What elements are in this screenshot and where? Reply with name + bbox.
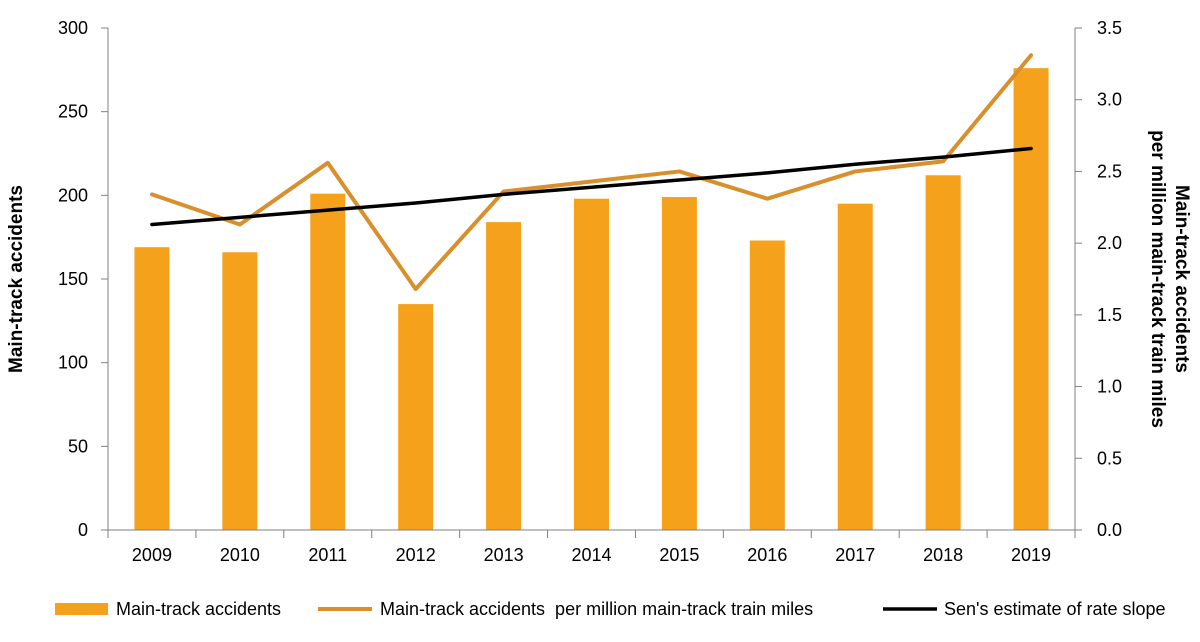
y-tick-label-left: 200 <box>58 185 88 205</box>
legend-label: Main-track accidents <box>116 599 281 619</box>
y-tick-label-right: 1.5 <box>1097 305 1122 325</box>
bar <box>837 203 873 530</box>
bar <box>749 240 785 530</box>
y-tick-label-right: 1.0 <box>1097 377 1122 397</box>
bar <box>574 198 609 530</box>
plot-area <box>134 53 1049 531</box>
y-tick-label-left: 0 <box>78 520 88 540</box>
y-tick-label-right: 0.5 <box>1097 448 1122 468</box>
y-tick-label-right: 2.0 <box>1097 233 1122 253</box>
bar <box>134 247 170 530</box>
bar-series <box>134 68 1049 531</box>
line-series <box>149 53 1034 292</box>
sen-slope-line <box>150 146 1033 227</box>
bar <box>486 222 522 530</box>
y-tick-label-left: 250 <box>58 102 88 122</box>
axes: 0 50 100 150 200 250 300 0.0 0.5 1.0 1.5 2.0 2.5 3.0 3… <box>58 18 1122 565</box>
legend: Main-track accidents Main-track accidents… <box>55 599 1166 619</box>
ticks: 0 50 100 150 200 250 300 0.0 0.5 1.0 1.5 2.0 2.5 3.0 3… <box>58 18 1122 565</box>
y-tick-label-right: 3.0 <box>1097 90 1122 110</box>
x-tick-label: 2011 <box>308 545 347 565</box>
x-tick-label: 2018 <box>923 545 963 565</box>
x-tick-label: 2014 <box>571 545 611 565</box>
y-tick-label-left: 100 <box>58 353 88 373</box>
y-tick-label-left: 150 <box>58 269 88 289</box>
y-tick-label-right: 0.0 <box>1097 520 1122 540</box>
legend-swatch-bars <box>55 603 108 615</box>
x-tick-label: 2012 <box>396 545 436 565</box>
y-axis-title-right-line: per million main-track train miles <box>1147 130 1168 428</box>
legend-label: Main-track accidents per million main-tr… <box>380 599 813 619</box>
bar <box>1013 68 1049 530</box>
x-tick-label: 2016 <box>747 545 787 565</box>
bar <box>398 304 434 530</box>
legend-label: Sen's estimate of rate slope <box>944 599 1166 619</box>
y-tick-label-right: 2.5 <box>1097 161 1122 181</box>
y-tick-label-left: 300 <box>58 18 88 38</box>
x-tick-label: 2015 <box>659 545 699 565</box>
rate-line <box>149 53 1034 292</box>
bar <box>925 175 961 530</box>
x-tick-label: 2019 <box>1011 545 1051 565</box>
bar <box>661 197 697 531</box>
x-tick-label: 2009 <box>132 545 172 565</box>
y-tick-label-left: 50 <box>68 436 88 456</box>
bar <box>222 252 258 530</box>
y-tick-label-right: 3.5 <box>1097 18 1122 38</box>
bar <box>310 193 346 530</box>
x-tick-label: 2010 <box>220 545 260 565</box>
x-tick-label: 2013 <box>484 545 524 565</box>
y-axis-title-left: Main-track accidents <box>6 185 27 373</box>
y-axis-title-right-line: Main-track accidents <box>1171 185 1192 373</box>
x-tick-label: 2017 <box>835 545 875 565</box>
